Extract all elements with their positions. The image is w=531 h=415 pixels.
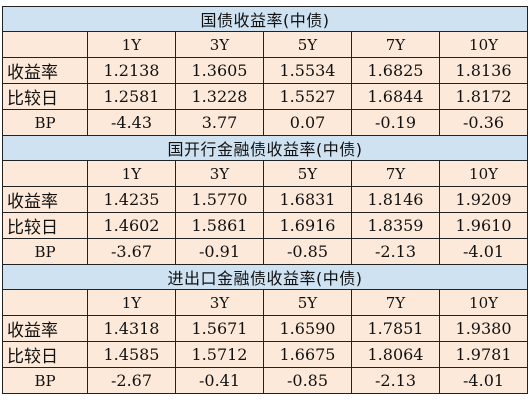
value-cell: 1.9781 bbox=[438, 341, 529, 368]
value-cell: 1.5527 bbox=[263, 83, 352, 110]
row-label: BP bbox=[2, 367, 88, 394]
value-cell: -0.85 bbox=[263, 238, 352, 265]
corner-cell bbox=[2, 289, 88, 316]
value-cell: 1.8064 bbox=[351, 341, 440, 368]
yield-table-container: 国债收益率(中债) 1Y 3Y 5Y 7Y 10Y 收益率 1.2138 1.3… bbox=[1, 6, 529, 394]
value-cell: 1.8136 bbox=[438, 57, 529, 84]
value-cell: -4.43 bbox=[87, 109, 176, 136]
value-cell: 1.6844 bbox=[351, 83, 440, 110]
value-cell: 1.9610 bbox=[438, 212, 529, 239]
row-label: 收益率 bbox=[2, 315, 88, 342]
tenor-header-row: 1Y 3Y 5Y 7Y 10Y bbox=[2, 160, 529, 187]
tenor-header: 3Y bbox=[175, 289, 264, 316]
value-cell: 1.9209 bbox=[438, 186, 529, 213]
tenor-header-row: 1Y 3Y 5Y 7Y 10Y bbox=[2, 31, 529, 58]
section-title: 国债收益率(中债) bbox=[1, 6, 529, 32]
value-cell: 1.5770 bbox=[175, 186, 264, 213]
section-title: 进出口金融债收益率(中债) bbox=[1, 264, 529, 290]
value-cell: -4.01 bbox=[438, 367, 529, 394]
value-cell: -4.01 bbox=[438, 238, 529, 265]
tenor-header: 7Y bbox=[351, 160, 440, 187]
value-cell: 1.2581 bbox=[87, 83, 176, 110]
value-cell: 1.8146 bbox=[351, 186, 440, 213]
value-cell: -0.91 bbox=[175, 238, 264, 265]
value-cell: 1.5534 bbox=[263, 57, 352, 84]
value-cell: 1.5671 bbox=[175, 315, 264, 342]
section-title: 国开行金融债收益率(中债) bbox=[1, 135, 529, 161]
row-label: BP bbox=[2, 238, 88, 265]
value-cell: 1.4235 bbox=[87, 186, 176, 213]
table-row: 收益率 1.4235 1.5770 1.6831 1.8146 1.9209 bbox=[2, 186, 529, 213]
value-cell: 1.4318 bbox=[87, 315, 176, 342]
value-cell: -2.13 bbox=[351, 367, 440, 394]
value-cell: 1.6916 bbox=[263, 212, 352, 239]
table-row: BP -4.43 3.77 0.07 -0.19 -0.36 bbox=[2, 109, 529, 136]
tenor-header: 5Y bbox=[263, 31, 352, 58]
corner-cell bbox=[2, 31, 88, 58]
row-label: 收益率 bbox=[2, 57, 88, 84]
bond-yield-table: 国债收益率(中债) 1Y 3Y 5Y 7Y 10Y 收益率 1.2138 1.3… bbox=[1, 6, 529, 394]
tenor-header: 3Y bbox=[175, 160, 264, 187]
table-row: 比较日 1.4602 1.5861 1.6916 1.8359 1.9610 bbox=[2, 212, 529, 239]
value-cell: 1.4585 bbox=[87, 341, 176, 368]
value-cell: 0.07 bbox=[263, 109, 352, 136]
value-cell: 1.9380 bbox=[438, 315, 529, 342]
tenor-header: 5Y bbox=[263, 289, 352, 316]
row-label: 比较日 bbox=[2, 212, 88, 239]
table-row: BP -2.67 -0.41 -0.85 -2.13 -4.01 bbox=[2, 367, 529, 394]
value-cell: 1.6590 bbox=[263, 315, 352, 342]
value-cell: 1.6831 bbox=[263, 186, 352, 213]
row-label: 比较日 bbox=[2, 83, 88, 110]
tenor-header-row: 1Y 3Y 5Y 7Y 10Y bbox=[2, 289, 529, 316]
section-title-row: 国债收益率(中债) bbox=[1, 6, 529, 32]
value-cell: -0.85 bbox=[263, 367, 352, 394]
value-cell: 1.8172 bbox=[438, 83, 529, 110]
tenor-header: 5Y bbox=[263, 160, 352, 187]
value-cell: -0.36 bbox=[438, 109, 529, 136]
value-cell: 1.5861 bbox=[175, 212, 264, 239]
table-row: 收益率 1.4318 1.5671 1.6590 1.7851 1.9380 bbox=[2, 315, 529, 342]
value-cell: 3.77 bbox=[175, 109, 264, 136]
tenor-header: 10Y bbox=[438, 289, 529, 316]
value-cell: 1.6675 bbox=[263, 341, 352, 368]
value-cell: 1.3605 bbox=[175, 57, 264, 84]
tenor-header: 7Y bbox=[351, 289, 440, 316]
table-row: 收益率 1.2138 1.3605 1.5534 1.6825 1.8136 bbox=[2, 57, 529, 84]
section-title-row: 国开行金融债收益率(中债) bbox=[1, 135, 529, 161]
table-row: BP -3.67 -0.91 -0.85 -2.13 -4.01 bbox=[2, 238, 529, 265]
tenor-header: 1Y bbox=[87, 160, 176, 187]
tenor-header: 3Y bbox=[175, 31, 264, 58]
value-cell: -0.41 bbox=[175, 367, 264, 394]
value-cell: 1.5712 bbox=[175, 341, 264, 368]
value-cell: 1.4602 bbox=[87, 212, 176, 239]
value-cell: -2.13 bbox=[351, 238, 440, 265]
value-cell: -3.67 bbox=[87, 238, 176, 265]
table-row: 比较日 1.4585 1.5712 1.6675 1.8064 1.9781 bbox=[2, 341, 529, 368]
table-row: 比较日 1.2581 1.3228 1.5527 1.6844 1.8172 bbox=[2, 83, 529, 110]
value-cell: 1.7851 bbox=[351, 315, 440, 342]
row-label: 比较日 bbox=[2, 341, 88, 368]
row-label: 收益率 bbox=[2, 186, 88, 213]
corner-cell bbox=[2, 160, 88, 187]
tenor-header: 10Y bbox=[438, 31, 529, 58]
tenor-header: 10Y bbox=[438, 160, 529, 187]
value-cell: 1.6825 bbox=[351, 57, 440, 84]
value-cell: 1.8359 bbox=[351, 212, 440, 239]
section-title-row: 进出口金融债收益率(中债) bbox=[1, 264, 529, 290]
tenor-header: 7Y bbox=[351, 31, 440, 58]
value-cell: 1.2138 bbox=[87, 57, 176, 84]
value-cell: 1.3228 bbox=[175, 83, 264, 110]
tenor-header: 1Y bbox=[87, 31, 176, 58]
value-cell: -2.67 bbox=[87, 367, 176, 394]
value-cell: -0.19 bbox=[351, 109, 440, 136]
row-label: BP bbox=[2, 109, 88, 136]
tenor-header: 1Y bbox=[87, 289, 176, 316]
